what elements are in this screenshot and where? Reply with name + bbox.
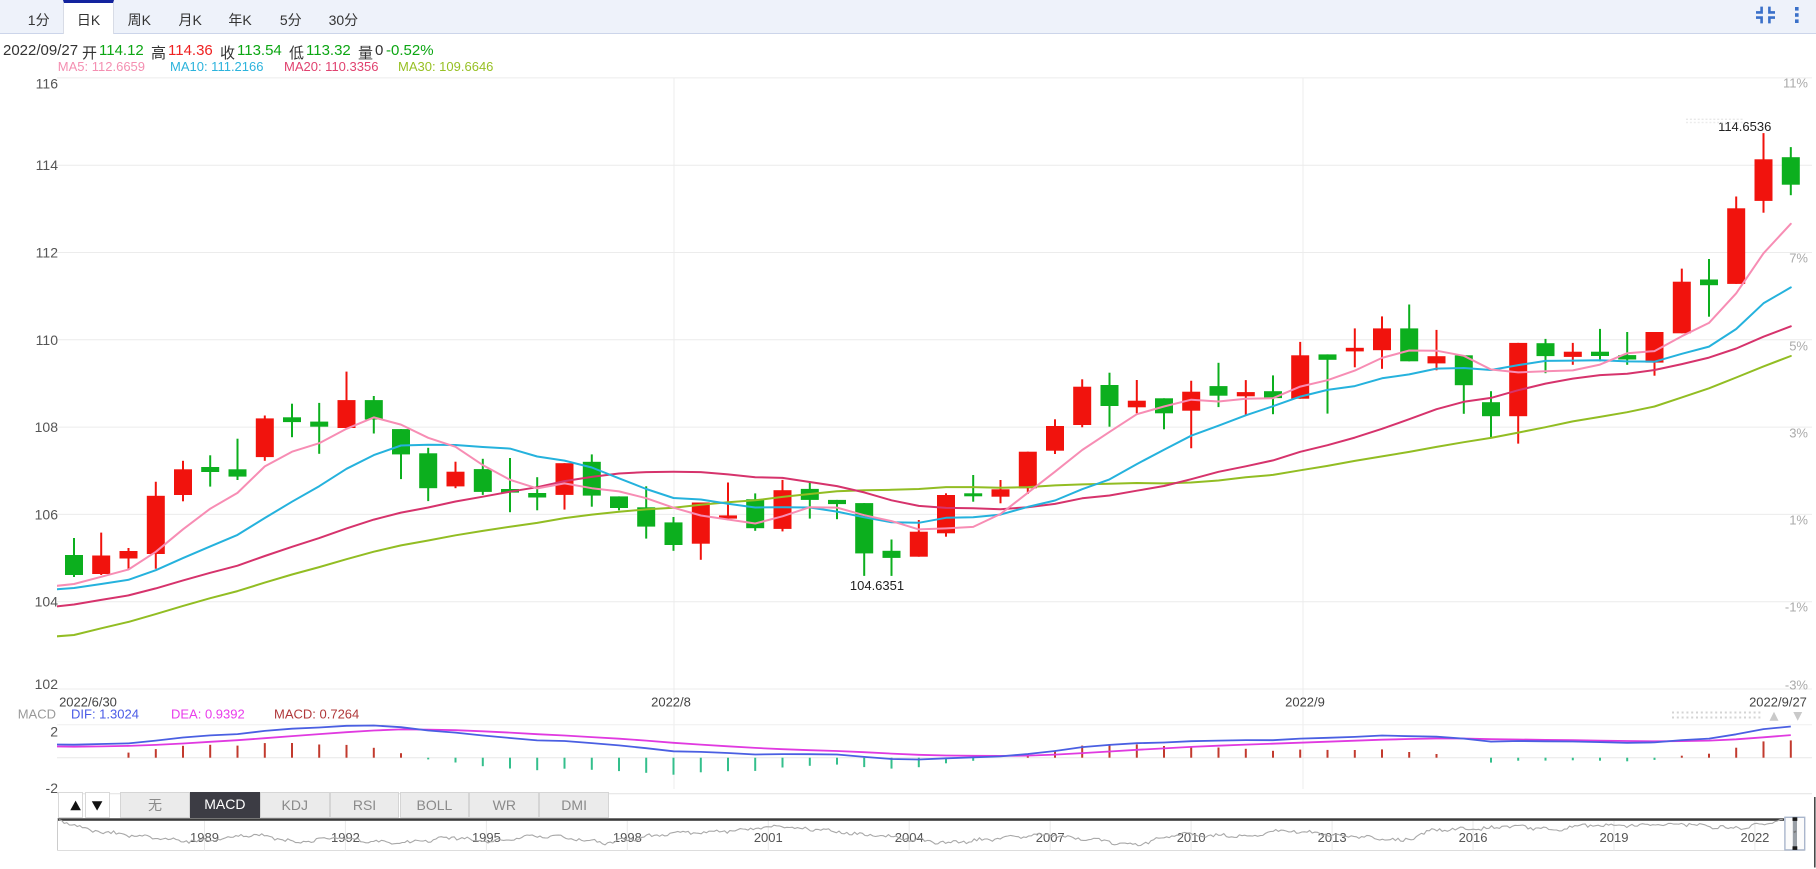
svg-text:-3%: -3% — [1785, 678, 1809, 693]
svg-text:1989: 1989 — [190, 830, 219, 845]
svg-text:MACD: MACD — [18, 707, 56, 722]
svg-text:2022/9: 2022/9 — [1285, 695, 1325, 710]
svg-text:104.6351: 104.6351 — [850, 578, 904, 593]
svg-text:110: 110 — [36, 332, 59, 348]
svg-text:DEA: 0.9392: DEA: 0.9392 — [171, 707, 245, 722]
svg-text:1995: 1995 — [472, 830, 501, 845]
svg-text:2013: 2013 — [1318, 830, 1347, 845]
svg-text:2007: 2007 — [1036, 830, 1065, 845]
svg-text:2019: 2019 — [1600, 830, 1629, 845]
svg-text:2: 2 — [50, 724, 58, 740]
svg-text:1998: 1998 — [613, 830, 642, 845]
svg-text:1%: 1% — [1789, 513, 1808, 528]
svg-text:116: 116 — [36, 75, 59, 91]
svg-text:MACD: 0.7264: MACD: 0.7264 — [274, 707, 359, 722]
svg-text:7%: 7% — [1789, 251, 1808, 266]
svg-text:108: 108 — [35, 419, 59, 435]
svg-text:-2: -2 — [46, 780, 59, 796]
svg-text:2004: 2004 — [895, 830, 924, 845]
svg-text:106: 106 — [35, 506, 59, 522]
svg-text:2022/9/27: 2022/9/27 — [1749, 695, 1807, 710]
svg-text:11%: 11% — [1783, 76, 1808, 91]
svg-text:114.6536: 114.6536 — [1718, 119, 1771, 134]
svg-text:2001: 2001 — [754, 830, 783, 845]
svg-text:DIF: 1.3024: DIF: 1.3024 — [71, 707, 139, 722]
svg-text:-1%: -1% — [1785, 600, 1809, 615]
svg-text:5%: 5% — [1789, 339, 1808, 354]
svg-text:2022/8: 2022/8 — [651, 695, 691, 710]
svg-text:102: 102 — [35, 676, 59, 692]
svg-text:2010: 2010 — [1177, 830, 1206, 845]
svg-text:104: 104 — [35, 594, 59, 610]
svg-text:3%: 3% — [1789, 426, 1808, 441]
svg-text:112: 112 — [36, 245, 59, 261]
svg-text:2022: 2022 — [1740, 830, 1769, 845]
svg-text:2016: 2016 — [1459, 830, 1488, 845]
svg-text:1992: 1992 — [331, 830, 360, 845]
svg-text:114: 114 — [36, 157, 59, 173]
svg-text:2022/6/30: 2022/6/30 — [59, 695, 117, 710]
